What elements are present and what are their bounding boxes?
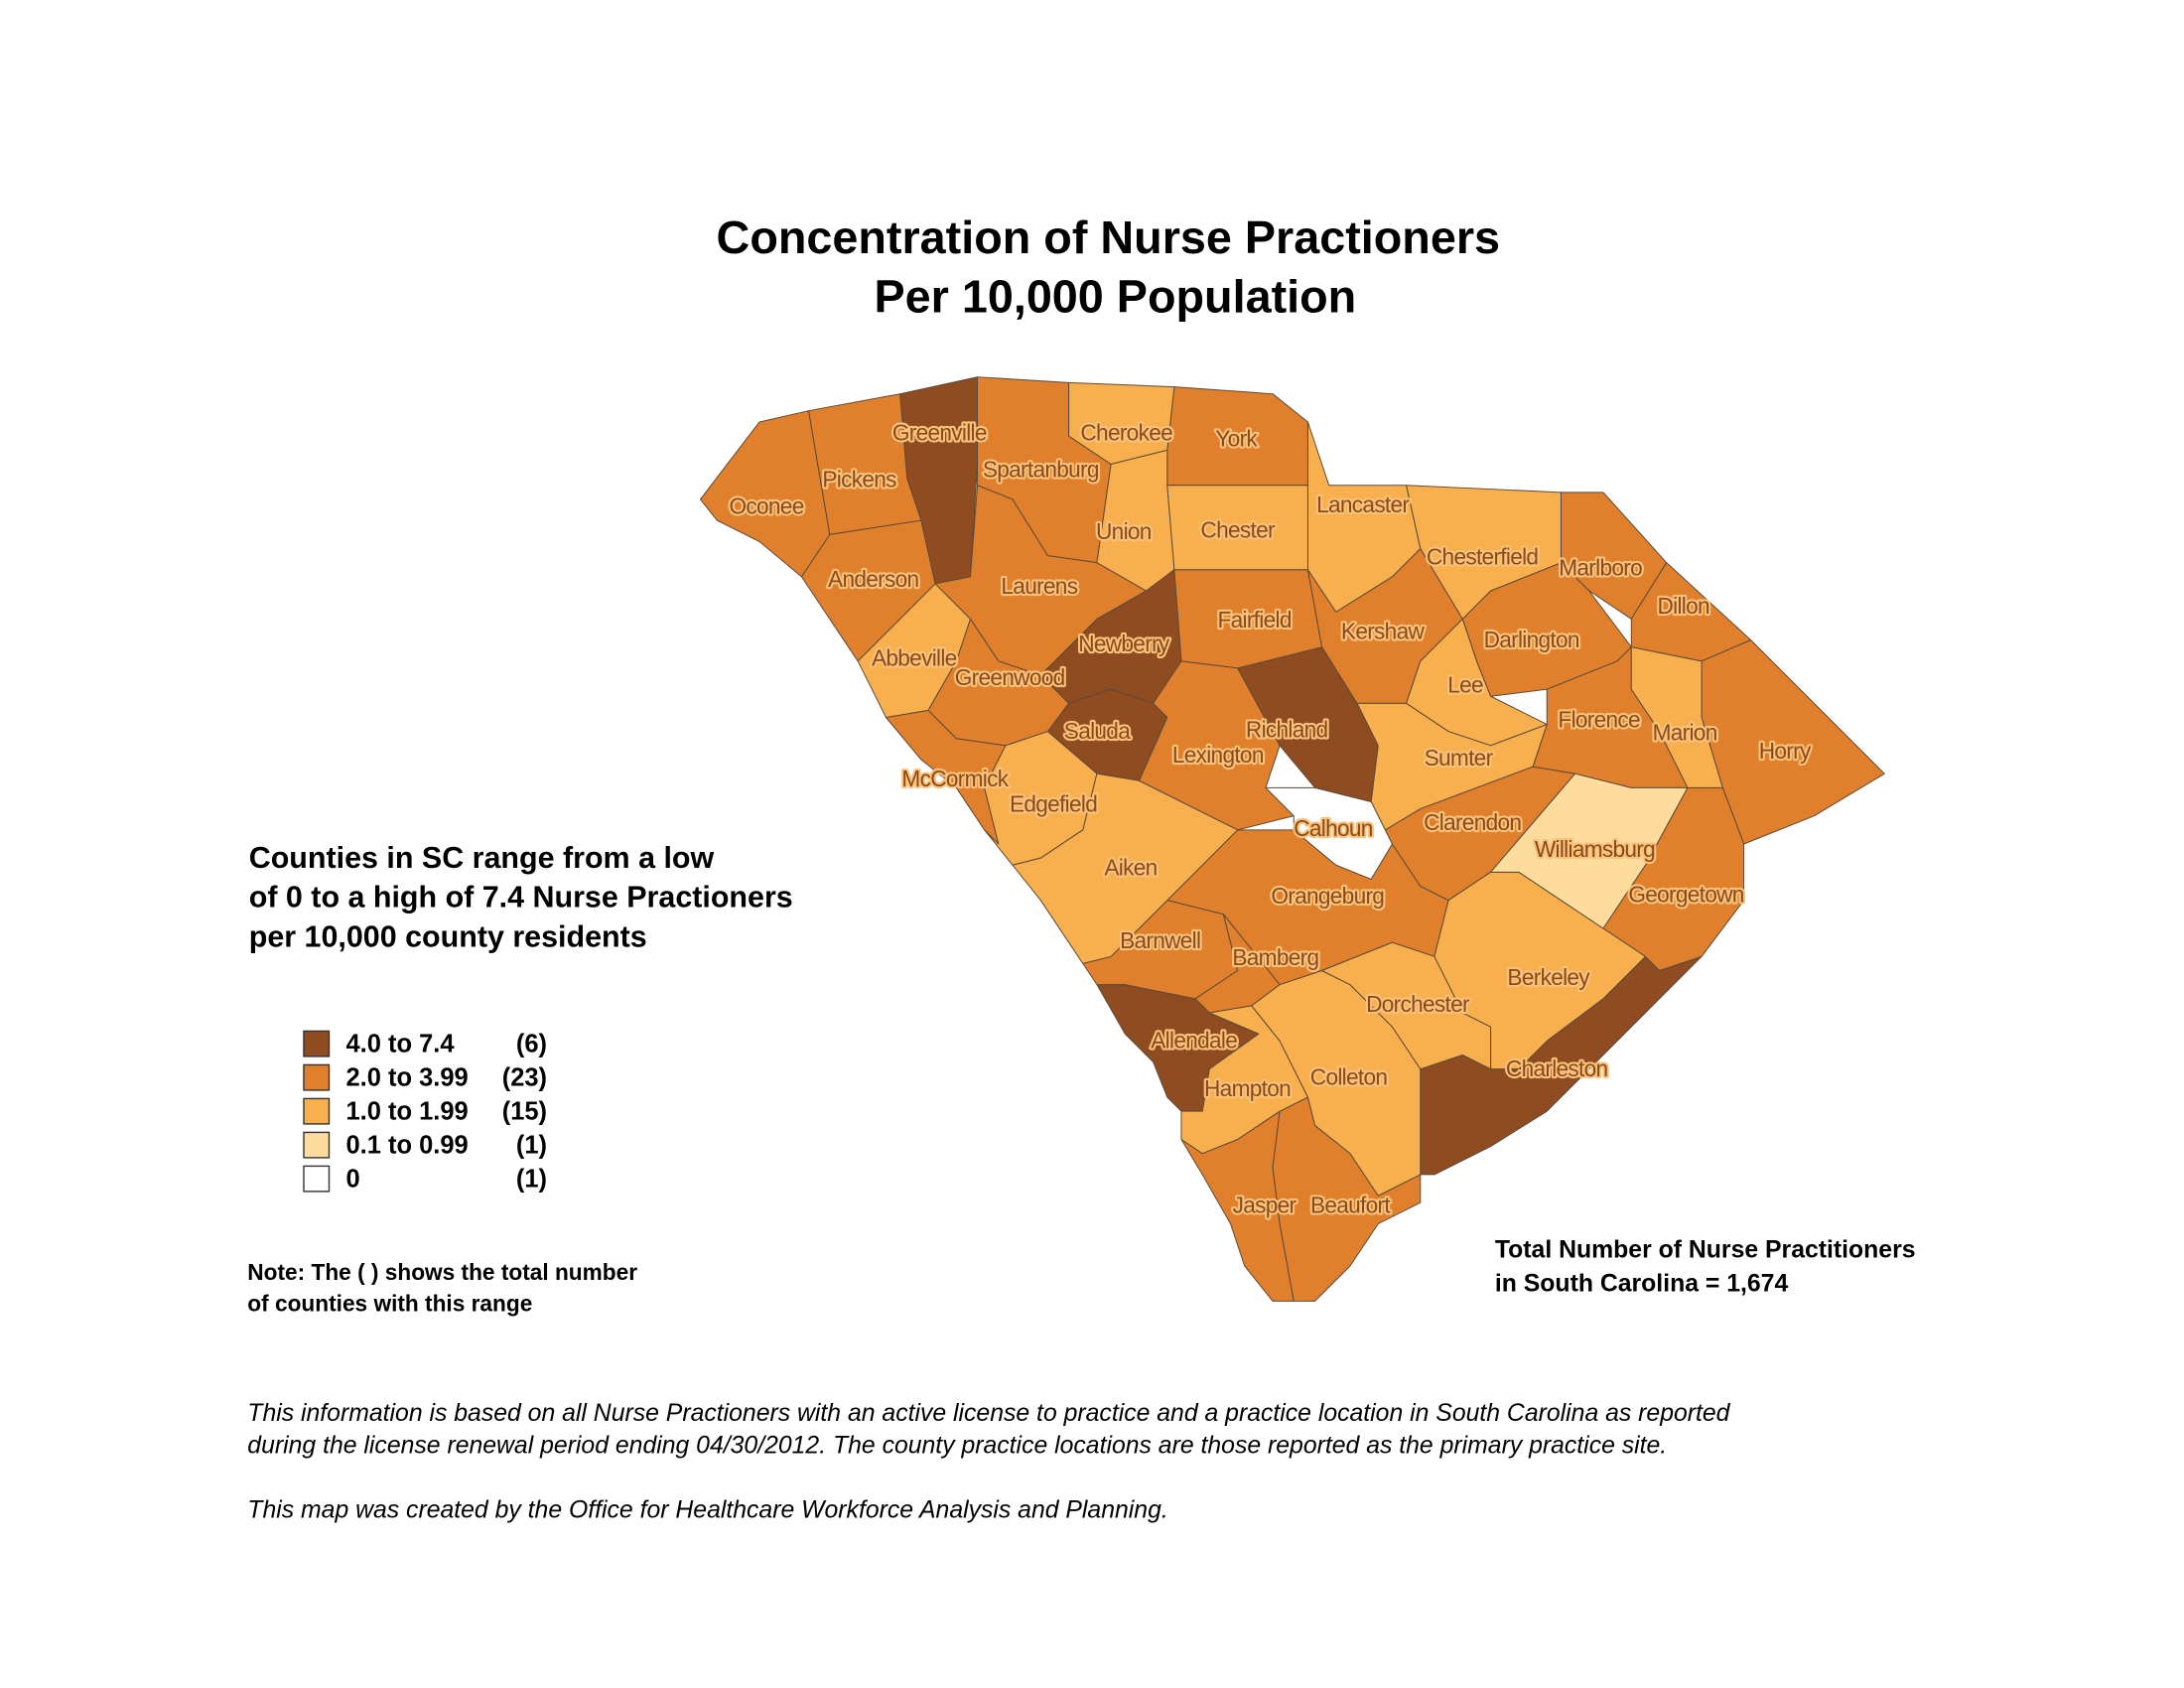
county-label-cherokee: Cherokee — [1080, 420, 1172, 446]
county-label-laurens: Laurens — [1001, 573, 1077, 599]
county-label-bamberg: Bamberg — [1232, 944, 1318, 970]
legend-swatch — [303, 1165, 331, 1193]
county-sumter — [1356, 702, 1548, 831]
county-label-lee: Lee — [1447, 671, 1483, 697]
legend-county-count: (15) — [502, 1098, 547, 1126]
county-label-chester: Chester — [1200, 516, 1276, 542]
county-label-barnwell: Barnwell — [1120, 927, 1200, 953]
county-label-colleton: Colleton — [1310, 1064, 1388, 1090]
legend-range-label: 2.0 to 3.99 — [345, 1064, 468, 1092]
county-label-york: York — [1215, 425, 1258, 451]
county-aiken — [1012, 773, 1239, 964]
county-label-edgefield: Edgefield — [1010, 791, 1097, 817]
county-chesterfield — [1406, 485, 1562, 620]
county-label-richland: Richland — [1246, 717, 1328, 743]
county-label-clarendon: Clarendon — [1424, 809, 1521, 835]
range-text-line2: of 0 to a high of 7.4 Nurse Practioners — [249, 881, 793, 914]
county-label-marion: Marion — [1653, 719, 1717, 745]
footer-credit: This map was created by the Office for H… — [247, 1497, 1167, 1524]
legend-county-count: (1) — [516, 1132, 547, 1160]
county-label-horry: Horry — [1759, 738, 1812, 764]
legend-swatch — [303, 1131, 331, 1159]
county-label-dillon: Dillon — [1657, 593, 1709, 619]
footer-line1: This information is based on all Nurse P… — [247, 1400, 1730, 1427]
range-text-line1: Counties in SC range from a low — [249, 841, 715, 875]
county-label-lancaster: Lancaster — [1316, 492, 1410, 517]
county-label-hampton: Hampton — [1204, 1075, 1291, 1101]
county-labels: Greenville Newberry Saluda Richland Allendal… — [727, 418, 1814, 1220]
county-label-anderson: Anderson — [828, 566, 918, 592]
county-label-spartanburg: Spartanburg — [983, 457, 1099, 483]
county-label-oconee: Oconee — [729, 492, 803, 518]
legend-swatch — [303, 1097, 331, 1125]
legend-range-label: 0 — [345, 1166, 359, 1194]
map-title-line1: Concentration of Nurse Practioners — [717, 211, 1500, 263]
county-map — [699, 376, 1885, 1302]
map-title-line2: Per 10,000 Population — [875, 271, 1357, 323]
legend-county-count: (23) — [502, 1064, 547, 1092]
note-line2: of counties with this range — [247, 1290, 532, 1316]
county-label-saluda: Saluda — [1064, 718, 1131, 744]
county-abbeville — [857, 583, 971, 719]
range-text-line3: per 10,000 county residents — [249, 919, 647, 953]
county-label-darlington: Darlington — [1484, 627, 1579, 652]
county-label-williamsburg: Williamsburg — [1535, 836, 1655, 862]
legend-range-label: 0.1 to 0.99 — [345, 1132, 468, 1160]
county-label-beaufort: Beaufort — [1310, 1192, 1391, 1217]
county-pickens — [808, 393, 922, 535]
county-label-kershaw: Kershaw — [1341, 618, 1426, 643]
county-label-lexington: Lexington — [1172, 742, 1264, 768]
county-label-abbeville: Abbeville — [872, 644, 957, 670]
total-line1: Total Number of Nurse Practitioners — [1495, 1236, 1916, 1263]
county-label-dorchester: Dorchester — [1366, 991, 1470, 1017]
legend-swatch — [303, 1030, 331, 1057]
county-label-pickens: Pickens — [822, 466, 896, 492]
legend-range-label: 4.0 to 7.4 — [345, 1031, 455, 1058]
legend-range-label: 1.0 to 1.99 — [345, 1098, 468, 1126]
county-williamsburg — [1490, 773, 1689, 929]
county-label-mccormick: McCormick — [901, 766, 1009, 791]
county-label-fairfield: Fairfield — [1218, 607, 1292, 633]
county-label-chesterfield: Chesterfield — [1427, 543, 1539, 569]
county-lancaster — [1306, 421, 1422, 613]
county-label-orangeburg: Orangeburg — [1271, 883, 1384, 909]
county-label-aiken: Aiken — [1104, 854, 1157, 880]
legend-swatch — [303, 1063, 331, 1091]
county-label-berkeley: Berkeley — [1507, 964, 1590, 990]
county-label-marlboro: Marlboro — [1559, 555, 1642, 581]
county-label-calhoun: Calhoun — [1294, 815, 1373, 841]
county-label-jasper: Jasper — [1233, 1192, 1297, 1217]
county-label-sumter: Sumter — [1425, 745, 1494, 771]
county-label-florence: Florence — [1558, 707, 1640, 733]
county-label-charleston: Charleston — [1506, 1055, 1608, 1081]
county-laurens — [934, 485, 1148, 676]
county-calhoun — [1265, 786, 1393, 880]
legend-county-count: (1) — [516, 1166, 547, 1194]
county-label-allendale: Allendale — [1151, 1028, 1237, 1054]
note-line1: Note: The ( ) shows the total number — [247, 1259, 637, 1285]
county-label-georgetown: Georgetown — [1628, 881, 1743, 907]
total-line2: in South Carolina = 1,674 — [1495, 1270, 1789, 1297]
legend-county-count: (6) — [516, 1031, 547, 1058]
legend: 4.0 to 7.4 (6) 2.0 to 3.99 (23) 1.0 to 1.99 (… — [303, 1030, 547, 1194]
county-label-union: Union — [1096, 518, 1152, 544]
county-marion — [1630, 646, 1723, 788]
county-label-greenville: Greenville — [892, 420, 987, 446]
county-label-newberry: Newberry — [1078, 631, 1170, 656]
county-label-greenwood: Greenwood — [955, 664, 1065, 690]
footer-line2: during the license renewal period ending… — [247, 1432, 1667, 1459]
